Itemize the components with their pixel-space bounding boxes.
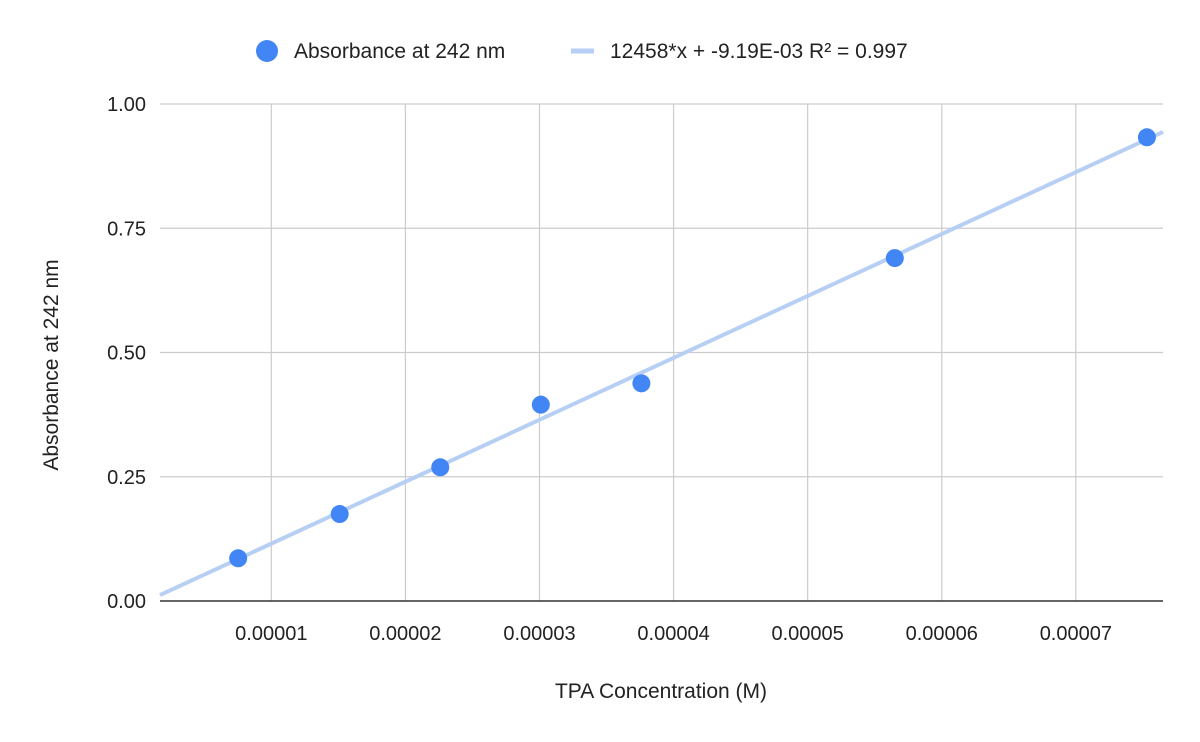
x-tick-label: 0.00007 [1040, 623, 1112, 645]
y-axis-ticks: 0.00 0.25 0.50 0.75 1.00 [107, 94, 146, 613]
y-axis-title: Absorbance at 242 nm [40, 259, 63, 470]
x-axis-title: TPA Concentration (M) [555, 680, 767, 703]
data-points [229, 128, 1156, 568]
y-tick-label: 0.25 [107, 467, 146, 489]
data-point [531, 395, 550, 414]
trendline [159, 130, 1164, 597]
data-point [229, 549, 248, 568]
trendline-group [159, 130, 1164, 597]
data-point [885, 249, 904, 268]
x-tick-label: 0.00001 [235, 623, 307, 645]
y-tick-label: 0.00 [107, 591, 146, 613]
data-point [632, 374, 651, 393]
x-tick-label: 0.00004 [637, 623, 709, 645]
y-tick-label: 0.75 [107, 218, 146, 240]
legend-marker-absorbance [256, 40, 278, 62]
x-tick-label: 0.00006 [906, 623, 978, 645]
data-point [431, 458, 450, 477]
x-tick-label: 0.00005 [772, 623, 844, 645]
legend: Absorbance at 242 nm 12458*x + -9.19E-03… [256, 40, 908, 63]
y-tick-label: 1.00 [107, 94, 146, 116]
data-point [1137, 128, 1156, 147]
grid [160, 103, 1163, 601]
x-tick-label: 0.00002 [369, 623, 441, 645]
data-point [330, 505, 349, 524]
x-axis-ticks: 0.00001 0.00002 0.00003 0.00004 0.00005 0.000… [235, 623, 1112, 645]
x-tick-label: 0.00003 [503, 623, 575, 645]
y-tick-label: 0.50 [107, 343, 146, 365]
legend-label-absorbance: Absorbance at 242 nm [294, 40, 505, 63]
legend-label-trendline: 12458*x + -9.19E-03 R² = 0.997 [610, 40, 908, 63]
